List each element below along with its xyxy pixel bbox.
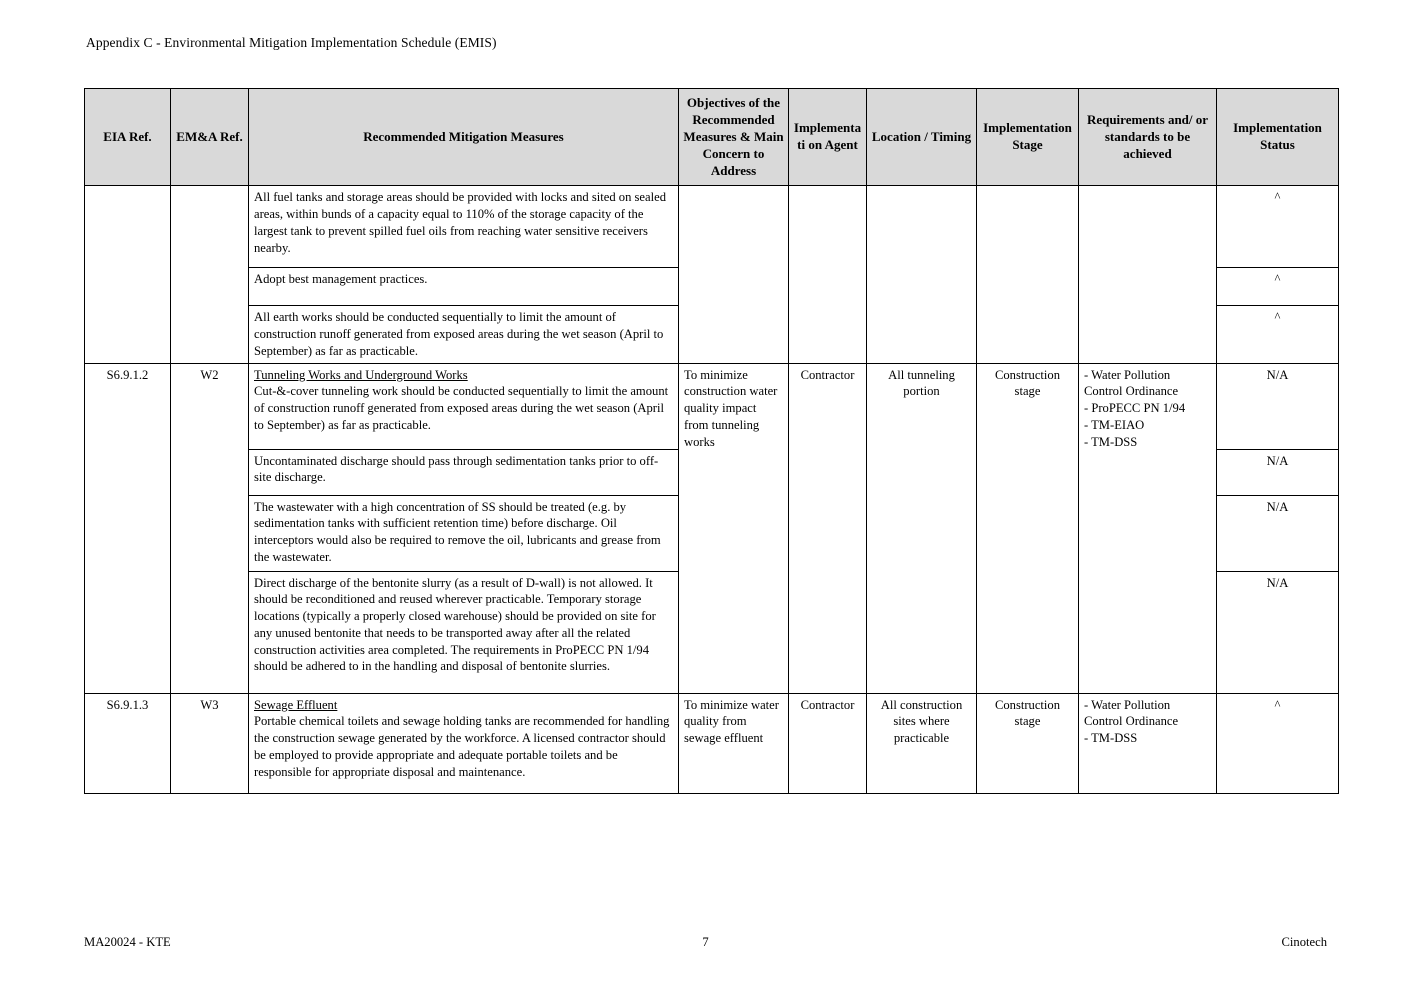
column-header-eia-ref: EIA Ref. [84,87,171,187]
footer-company: Cinotech [1281,935,1327,949]
measure-text: Portable chemical toilets and sewage hol… [254,714,670,779]
cell-measure: Tunneling Works and Underground Works Cut… [248,362,679,450]
cell-location: All construction sites where practicable [866,692,977,794]
requirement-line: - ProPECC PN 1/94 [1084,401,1186,416]
cell-requirements: - Water Pollution Control Ordinance - TM-… [1078,692,1217,794]
measure-title: Sewage Effluent [254,697,338,712]
cell-objectives [678,185,789,364]
requirement-line: - Water Pollution Control Ordinance [1084,367,1179,399]
measure-text: Cut-&-cover tunneling work should be con… [254,384,669,432]
table-header: EIA Ref. EM&A Ref. Recommended Mitigatio… [84,87,1339,187]
column-header-stage: Implementation Stage [976,87,1079,187]
cell-measure: The wastewater with a high concentration… [248,494,679,572]
cell-status: N/A [1216,570,1339,694]
cell-agent: Contractor [788,692,867,794]
cell-measure: Uncontaminated discharge should pass thr… [248,448,679,496]
column-header-status: Implementation Status [1216,87,1339,187]
footer-project-code: MA20024 - KTE [84,935,171,949]
cell-status: ^ [1216,305,1339,364]
measure-title: Tunneling Works and Underground Works [254,367,468,382]
table-row: The wastewater with a high concentration… [85,494,1339,572]
cell-measure: All fuel tanks and storage areas should … [248,185,679,269]
measure-text: Adopt best management practices. [254,272,428,287]
page-title: Appendix C - Environmental Mitigation Im… [86,35,497,50]
cell-requirements: - Water Pollution Control Ordinance - Pro… [1078,362,1217,694]
cell-requirements [1078,185,1217,364]
requirement-line: - Water Pollution Control Ordinance [1084,697,1179,729]
requirement-line: - TM-DSS [1084,434,1138,449]
cell-agent: Contractor [788,362,867,694]
table-row: Uncontaminated discharge should pass thr… [85,448,1339,496]
cell-status: N/A [1216,362,1339,450]
cell-status: ^ [1216,185,1339,269]
emis-table: EIA Ref. EM&A Ref. Recommended Mitigatio… [84,87,1339,794]
cell-agent [788,185,867,364]
cell-stage [976,185,1079,364]
table-row: S6.9.1.2 W2 Tunneling Works and Undergroun… [84,362,1339,694]
table-row: Adopt best management practices. ^ [85,267,1339,307]
measure-text: All fuel tanks and storage areas should … [254,190,666,255]
cell-status: ^ [1216,267,1339,307]
cell-objectives: To minimize water quality from sewage ef… [678,692,789,794]
cell-stage: Construction stage [976,362,1079,694]
footer-page-number: 7 [702,935,709,949]
requirement-line: - TM-DSS [1084,731,1138,746]
column-header-objectives: Objectives of the Recommended Measures &… [678,87,789,187]
cell-status: ^ [1216,692,1339,794]
cell-stage: Construction stage [976,692,1079,794]
table-row: All earth works should be conducted sequ… [85,305,1339,364]
cell-location [866,185,977,364]
cell-eia-ref: S6.9.1.2 [84,362,171,694]
cell-emea-ref: W3 [170,692,249,794]
measure-text: The wastewater with a high concentration… [254,499,661,564]
cell-status: N/A [1216,494,1339,572]
cell-measure: Direct discharge of the bentonite slurry… [248,570,679,694]
measure-text: Uncontaminated discharge should pass thr… [254,453,659,485]
column-header-location: Location / Timing [866,87,977,187]
cell-eia-ref [84,185,171,364]
cell-measure: Sewage Effluent Portable chemical toilets… [248,692,679,794]
cell-eia-ref: S6.9.1.3 [84,692,171,794]
column-header-measures: Recommended Mitigation Measures [248,87,679,187]
table-header-row: EIA Ref. EM&A Ref. Recommended Mitigatio… [84,87,1339,187]
column-header-emea-ref: EM&A Ref. [170,87,249,187]
column-header-requirements: Requirements and/ or standards to be ach… [1078,87,1217,187]
measure-text: Direct discharge of the bentonite slurry… [254,575,656,674]
table-body: All fuel tanks and storage areas should … [84,185,1339,794]
table-row: Direct discharge of the bentonite slurry… [85,570,1339,694]
table-row: S6.9.1.3 W3 Sewage Effluent Portable chemic… [84,692,1339,794]
cell-measure: Adopt best management practices. [248,267,679,307]
cell-emea-ref [170,185,249,364]
cell-objectives: To minimize construction water quality i… [678,362,789,694]
cell-measure: All earth works should be conducted sequ… [248,305,679,364]
cell-emea-ref: W2 [170,362,249,694]
table-row: All fuel tanks and storage areas should … [84,185,1339,364]
requirement-line: - TM-EIAO [1084,417,1145,432]
column-header-agent: Implementati on Agent [788,87,867,187]
cell-location: All tunneling portion [866,362,977,694]
cell-status: N/A [1216,448,1339,496]
measure-text: All earth works should be conducted sequ… [254,310,664,358]
